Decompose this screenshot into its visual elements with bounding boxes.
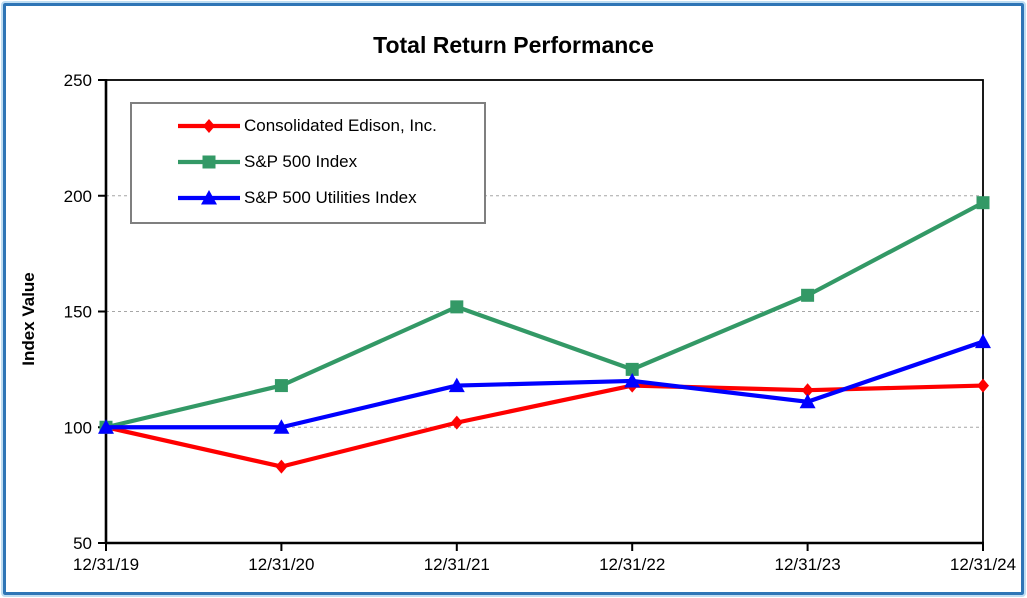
legend-swatch-line-triangle-icon: [178, 190, 240, 205]
svg-text:50: 50: [73, 534, 92, 553]
svg-text:150: 150: [64, 303, 92, 322]
legend-label: S&P 500 Index: [244, 152, 358, 171]
chart-title: Total Return Performance: [373, 32, 654, 58]
plot-area: 250 200 150 100 50 12/31/19 12/31/20 12/31/21 12…: [64, 71, 1016, 574]
svg-text:250: 250: [64, 71, 92, 90]
legend-item: Consolidated Edison, Inc.: [176, 115, 484, 137]
svg-text:12/31/21: 12/31/21: [424, 555, 490, 574]
svg-text:12/31/24: 12/31/24: [950, 555, 1016, 574]
legend-item: S&P 500 Utilities Index: [176, 187, 484, 209]
legend-item: S&P 500 Index: [176, 151, 484, 173]
legend-label: Consolidated Edison, Inc.: [244, 116, 437, 135]
legend-swatch-line-diamond-icon: [178, 119, 240, 133]
legend: Consolidated Edison, Inc. S&P 500 Index …: [130, 102, 486, 224]
svg-text:12/31/19: 12/31/19: [73, 555, 139, 574]
svg-text:100: 100: [64, 418, 92, 437]
svg-text:12/31/20: 12/31/20: [248, 555, 314, 574]
svg-text:12/31/22: 12/31/22: [599, 555, 665, 574]
svg-text:200: 200: [64, 187, 92, 206]
svg-text:12/31/23: 12/31/23: [775, 555, 841, 574]
legend-label: S&P 500 Utilities Index: [244, 188, 417, 207]
legend-swatch-line-square-icon: [178, 155, 240, 169]
